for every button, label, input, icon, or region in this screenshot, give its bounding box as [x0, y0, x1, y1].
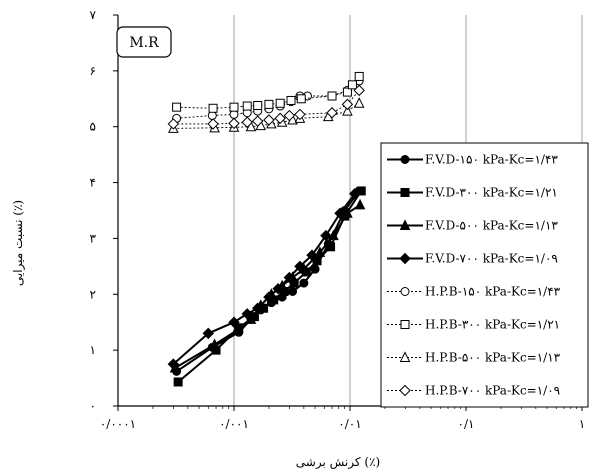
data-point — [295, 109, 305, 119]
data-point — [348, 81, 356, 89]
y-axis-title: نسبت میرایی (٪) — [11, 200, 25, 286]
y-tick-label: ۲ — [90, 287, 96, 301]
x-tick-label: ۰/۰۰۰۱ — [100, 417, 136, 431]
legend-marker — [401, 321, 409, 329]
series-3 — [170, 200, 364, 372]
data-point — [276, 99, 284, 107]
series-line — [173, 194, 354, 364]
legend-marker — [401, 156, 409, 164]
chart-tag-text: M.R — [129, 35, 159, 51]
x-tick-label: ۰/۰۱ — [338, 417, 361, 431]
data-point — [265, 100, 273, 108]
data-point — [342, 99, 352, 109]
legend-label: F.V.D-۱۵۰ kPa-Kc=۱/۴۳ — [425, 153, 558, 167]
data-point — [254, 101, 262, 109]
series-group — [168, 72, 365, 386]
legend: F.V.D-۱۵۰ kPa-Kc=۱/۴۳ F.V.D-۳۰۰ kPa-Kc=۱/… — [381, 143, 588, 407]
data-point — [289, 287, 297, 295]
y-tick-label: ۷ — [90, 8, 97, 22]
y-tick-label: ۱ — [90, 343, 96, 357]
data-point — [287, 96, 295, 104]
series-4 — [168, 189, 359, 369]
legend-label: H.P.B-۵۰۰ kPa-Kc=۱/۱۳ — [425, 351, 561, 365]
series-6 — [173, 72, 364, 112]
data-point — [355, 72, 363, 80]
y-tick-label: ۵ — [90, 120, 96, 134]
y-tick-label: ۳ — [90, 231, 97, 245]
data-point — [174, 378, 182, 386]
x-tick-label: ۰/۱ — [458, 417, 475, 431]
data-point — [297, 95, 305, 103]
legend-label: H.P.B-۳۰۰ kPa-Kc=۱/۲۱ — [425, 318, 560, 332]
data-point — [300, 279, 308, 287]
series-line — [177, 191, 360, 372]
y-tick-label: ۰ — [90, 399, 96, 413]
data-point — [173, 103, 181, 111]
series-2 — [174, 187, 365, 386]
x-tick-label: ۱ — [579, 417, 585, 431]
legend-label: F.V.D-۳۰۰ kPa-Kc=۱/۲۱ — [425, 186, 558, 200]
x-tick-label: ۰/۰۰۱ — [219, 417, 249, 431]
y-tick-label: ۶ — [90, 64, 96, 78]
data-point — [243, 102, 251, 110]
legend-marker — [401, 288, 409, 296]
legend-box — [381, 143, 588, 407]
series-line — [175, 205, 360, 368]
legend-label: H.P.B-۷۰۰ kPa-Kc=۱/۰۹ — [425, 384, 560, 398]
data-point — [328, 92, 336, 100]
legend-label: F.V.D-۷۰۰ kPa-Kc=۱/۰۹ — [425, 252, 558, 266]
data-point — [230, 103, 238, 111]
series-line — [178, 191, 361, 382]
data-point — [355, 98, 364, 107]
x-axis-title: کرنش برشی (٪) — [296, 455, 380, 469]
data-point — [356, 200, 365, 209]
legend-label: F.V.D-۵۰۰ kPa-Kc=۱/۱۳ — [425, 219, 558, 233]
data-point — [209, 104, 217, 112]
chart-tag: M.R — [117, 27, 171, 57]
y-tick-label: ۴ — [90, 176, 96, 190]
legend-label: H.P.B-۱۵۰ kPa-Kc=۱/۴۳ — [425, 285, 561, 299]
series-1 — [173, 187, 364, 375]
legend-marker — [401, 189, 409, 197]
